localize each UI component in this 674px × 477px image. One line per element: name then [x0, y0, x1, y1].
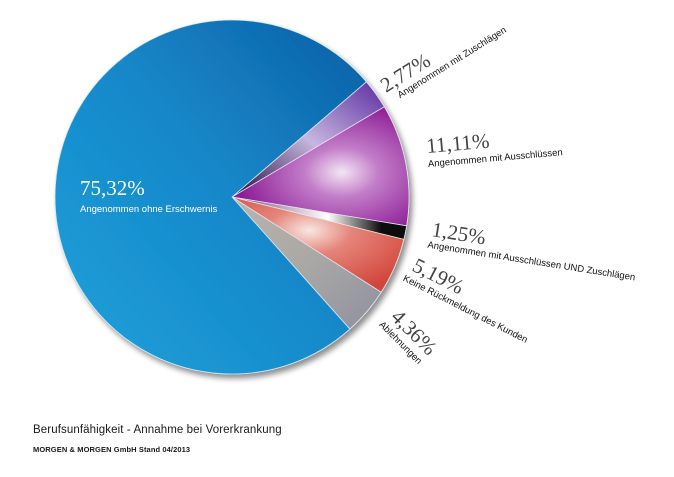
- slice-angenommen-ohne-erschwernis: [54, 19, 367, 375]
- slice-angenommen-mit-ausschluessen: [230, 106, 410, 227]
- chart-source: MORGEN & MORGEN GmbH Stand 04/2013: [33, 445, 191, 454]
- label-zuschlaege: 2,77% Angenommen mit Zuschlägen: [376, 25, 509, 101]
- label-text-ohne: Angenommen ohne Erschwernis: [80, 204, 218, 215]
- label-pct-ohne: 75,32%: [80, 176, 145, 200]
- label-ausschluesse: 11,11% Angenommen mit Ausschlüssen: [425, 129, 563, 170]
- chart-title: Berufsunfähigkeit - Annahme bei Vorerkra…: [33, 424, 282, 436]
- label-pct-ausschluesse: 11,11%: [425, 129, 490, 158]
- label-ablehnungen: 4,36% Ablehnungen: [377, 305, 442, 367]
- pie-slices: [54, 19, 410, 375]
